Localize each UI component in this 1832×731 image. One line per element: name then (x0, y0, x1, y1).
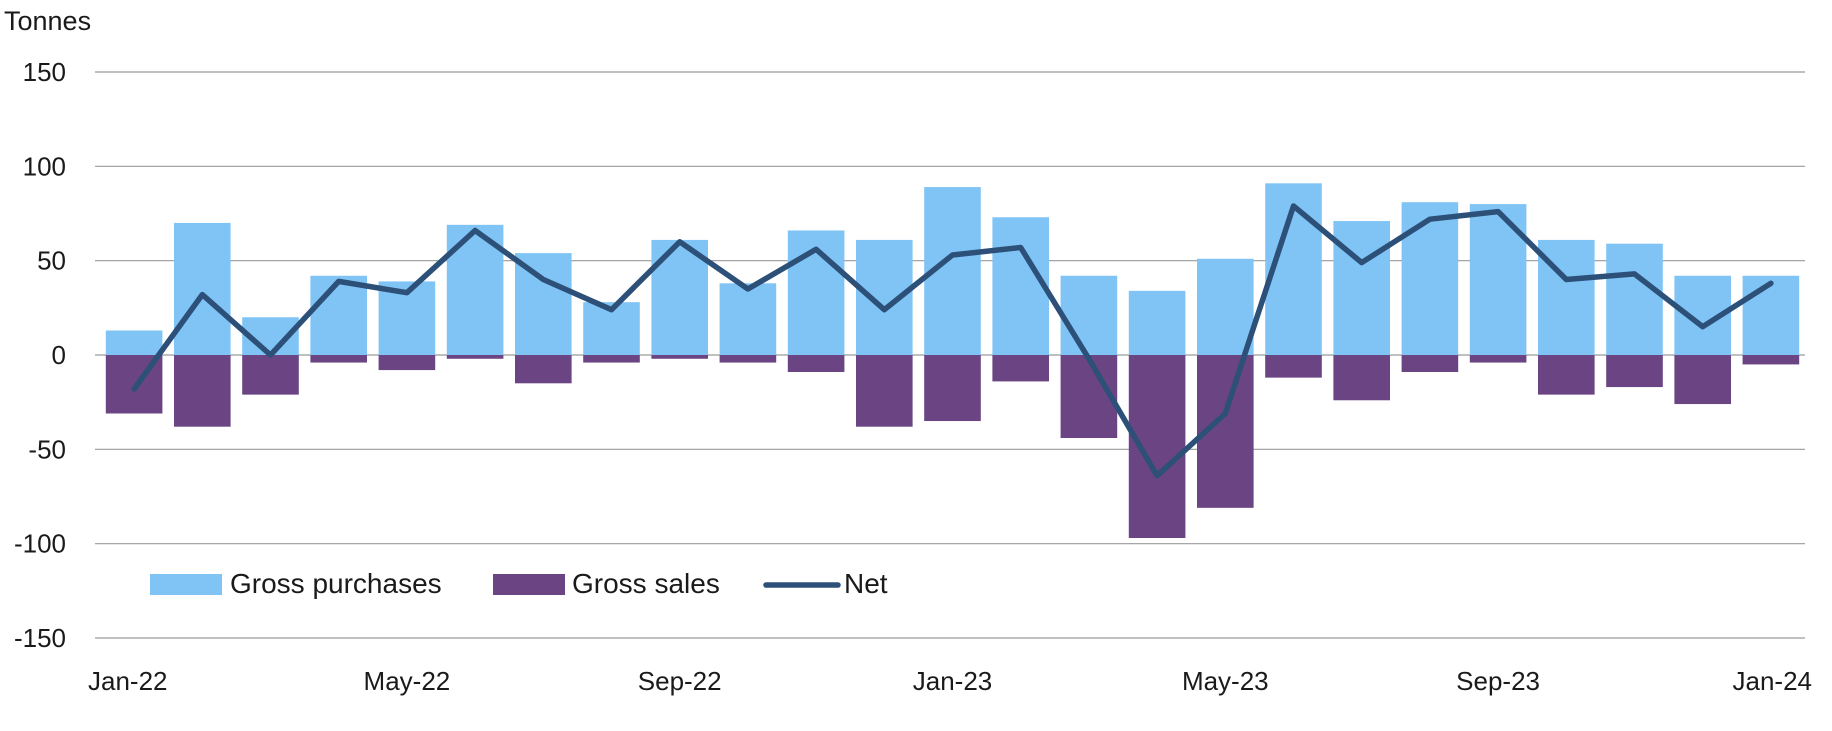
bar-gross-purchases (173, 222, 231, 355)
x-tick-label: Sep-23 (1456, 666, 1540, 696)
bar-gross-sales (446, 355, 504, 359)
bar-gross-sales (1265, 355, 1322, 378)
legend-swatch-gross-purchases (150, 574, 222, 595)
bar-gross-sales (651, 355, 709, 359)
y-tick-labels: 150 100 50 0 -50 -100 -150 (14, 57, 66, 653)
bar-gross-sales (242, 355, 299, 395)
bar-gross-sales (583, 355, 640, 363)
legend-swatch-gross-sales (493, 574, 565, 595)
bar-gross-sales (514, 355, 572, 384)
y-tick-label: 100 (23, 151, 66, 181)
gross-purchases-series (105, 183, 1800, 355)
bar-gross-sales (1674, 355, 1732, 405)
bar-gross-sales (1469, 355, 1527, 363)
x-tick-label: May-22 (364, 666, 451, 696)
bar-gross-purchases (1742, 275, 1800, 355)
y-tick-label: 0 (52, 340, 66, 370)
gross-sales-series (105, 355, 1800, 539)
bar-gross-purchases (1333, 221, 1391, 355)
bar-gross-purchases (719, 283, 777, 355)
bar-gross-sales (992, 355, 1050, 382)
bar-gross-purchases (514, 253, 572, 355)
bar-gross-sales (1742, 355, 1800, 365)
bar-gross-sales (787, 355, 845, 372)
x-tick-label: Jan-22 (88, 666, 168, 696)
net-series (131, 203, 1774, 479)
bar-gross-purchases (1196, 258, 1254, 355)
bar-gross-sales (855, 355, 913, 427)
bar-gross-purchases (1401, 202, 1459, 355)
bar-gross-sales (1537, 355, 1595, 395)
legend-label-gross-purchases: Gross purchases (230, 568, 442, 599)
legend: Gross purchases Gross sales Net (150, 568, 888, 599)
bar-gross-purchases (105, 330, 163, 355)
bar-gross-purchases (1128, 290, 1186, 355)
bar-gross-sales (719, 355, 777, 363)
x-tick-label: Jan-24 (1733, 666, 1813, 696)
x-tick-label: Jan-23 (913, 666, 993, 696)
bar-gross-purchases (1469, 204, 1527, 355)
bar-gross-purchases (855, 239, 913, 355)
bar-gross-purchases (992, 217, 1050, 355)
y-tick-label: 50 (37, 246, 66, 276)
y-tick-label: -50 (28, 434, 66, 464)
x-tick-label: Sep-22 (638, 666, 722, 696)
bar-gross-sales (1333, 355, 1391, 401)
bar-gross-purchases (310, 275, 368, 355)
legend-label-gross-sales: Gross sales (572, 568, 720, 599)
bar-gross-purchases (1606, 243, 1663, 355)
x-tick-labels: Jan-22 May-22 Sep-22 Jan-23 May-23 Sep-23 Jan-… (88, 666, 1812, 696)
bar-gross-sales (378, 355, 436, 371)
bar-gross-sales (924, 355, 981, 422)
legend-label-net: Net (844, 568, 888, 599)
bar-gross-purchases (1060, 275, 1118, 355)
y-tick-label: -100 (14, 529, 66, 559)
x-tick-label: May-23 (1182, 666, 1269, 696)
bar-gross-sales (310, 355, 368, 363)
y-axis-label: Tonnes (4, 6, 91, 36)
bar-gross-sales (173, 355, 231, 427)
y-tick-label: 150 (23, 57, 66, 87)
y-tick-label: -150 (14, 623, 66, 653)
bar-gross-sales (1606, 355, 1663, 388)
bar-gross-sales (1401, 355, 1459, 372)
